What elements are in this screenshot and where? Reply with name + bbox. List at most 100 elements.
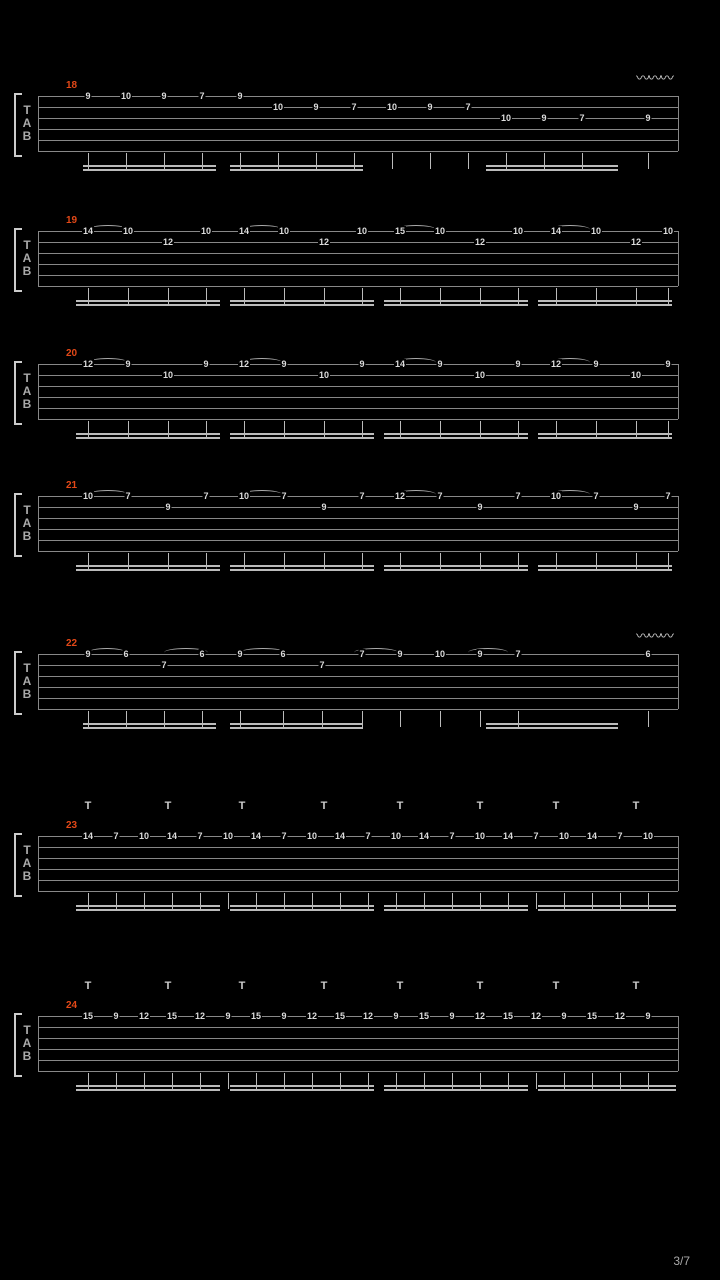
string-line — [38, 869, 678, 870]
stem — [228, 1073, 229, 1089]
beam — [230, 723, 363, 725]
beam — [538, 304, 672, 306]
tapping-mark: T — [633, 980, 640, 992]
fret-number: 10 — [642, 831, 654, 841]
beam — [230, 1089, 374, 1091]
barline — [38, 231, 39, 286]
fret-number: 10 — [356, 226, 368, 236]
tab-clef: TAB — [20, 104, 34, 143]
beam — [538, 1085, 676, 1087]
fret-number: 9 — [514, 359, 521, 369]
beam — [76, 300, 220, 302]
fret-number: 10 — [390, 831, 402, 841]
fret-number: 14 — [334, 831, 346, 841]
string-line — [38, 847, 678, 848]
string-line — [38, 242, 678, 243]
string-line — [38, 518, 678, 519]
barline — [678, 364, 679, 419]
vibrato-mark: 〰〰〰 — [636, 68, 672, 88]
tapping-mark: T — [553, 800, 560, 812]
fret-number: 12 — [194, 1011, 206, 1021]
barline — [38, 496, 39, 551]
staff: 15912151291591215129159121512915129 — [38, 1016, 678, 1071]
fret-number: 7 — [202, 491, 209, 501]
string-line — [38, 1049, 678, 1050]
fret-number: 7 — [448, 831, 455, 841]
fret-number: 12 — [630, 237, 642, 247]
beam — [76, 1085, 220, 1087]
tie — [468, 648, 508, 657]
fret-number: 7 — [436, 491, 443, 501]
fret-number: 12 — [362, 1011, 374, 1021]
fret-number: 9 — [396, 649, 403, 659]
tapping-mark: T — [239, 980, 246, 992]
fret-number: 12 — [394, 491, 406, 501]
fret-number: 10 — [306, 831, 318, 841]
fret-number: 10 — [318, 370, 330, 380]
measure-number: 20 — [66, 348, 77, 359]
fret-number: 9 — [592, 359, 599, 369]
beam — [76, 437, 220, 439]
fret-number: 7 — [364, 831, 371, 841]
beam — [76, 569, 220, 571]
stem — [430, 153, 431, 169]
beam — [76, 304, 220, 306]
staff: 14101210141012101510121014101210 — [38, 231, 678, 286]
fret-number: 10 — [238, 491, 250, 501]
stem — [536, 1073, 537, 1089]
beam — [486, 169, 618, 171]
string-line — [38, 386, 678, 387]
stem — [228, 893, 229, 909]
tapping-mark: T — [239, 800, 246, 812]
fret-number: 15 — [250, 1011, 262, 1021]
fret-number: 12 — [306, 1011, 318, 1021]
fret-number: 10 — [590, 226, 602, 236]
measure: TAB23TTTTTTTT147101471014710147101471014… — [38, 830, 678, 900]
string-line — [38, 836, 678, 837]
tapping-mark: T — [397, 800, 404, 812]
staff: 10797107971279710797 — [38, 496, 678, 551]
stem — [536, 893, 537, 909]
fret-number: 15 — [334, 1011, 346, 1021]
beam — [384, 433, 528, 435]
measure: TAB1914101210141012101510121014101210 — [38, 225, 678, 295]
beam — [538, 1089, 676, 1091]
fret-number: 15 — [394, 226, 406, 236]
fret-number: 9 — [358, 359, 365, 369]
beam — [538, 565, 672, 567]
barline — [38, 836, 39, 891]
fret-number: 10 — [474, 370, 486, 380]
fret-number: 7 — [318, 660, 325, 670]
fret-number: 9 — [202, 359, 209, 369]
fret-number: 9 — [476, 649, 483, 659]
fret-number: 12 — [238, 359, 250, 369]
fret-number: 10 — [138, 831, 150, 841]
stem — [440, 711, 441, 727]
fret-number: 9 — [164, 502, 171, 512]
staff: 14710147101471014710147101471014710 — [38, 836, 678, 891]
fret-number: 10 — [200, 226, 212, 236]
fret-number: 6 — [644, 649, 651, 659]
fret-number: 12 — [550, 359, 562, 369]
beam — [76, 905, 220, 907]
fret-number: 9 — [224, 1011, 231, 1021]
beam — [83, 727, 216, 729]
fret-number: 9 — [560, 1011, 567, 1021]
beam — [538, 569, 672, 571]
beam — [384, 300, 528, 302]
fret-number: 10 — [434, 649, 446, 659]
fret-number: 12 — [82, 359, 94, 369]
beam — [538, 437, 672, 439]
beam — [230, 1085, 374, 1087]
stem — [648, 711, 649, 727]
fret-number: 7 — [578, 113, 585, 123]
fret-number: 14 — [586, 831, 598, 841]
measure-number: 18 — [66, 80, 77, 91]
fret-number: 9 — [540, 113, 547, 123]
tapping-mark: T — [85, 800, 92, 812]
fret-number: 7 — [160, 660, 167, 670]
beam — [230, 169, 363, 171]
tie — [88, 648, 126, 657]
string-line — [38, 507, 678, 508]
tapping-mark: T — [165, 980, 172, 992]
